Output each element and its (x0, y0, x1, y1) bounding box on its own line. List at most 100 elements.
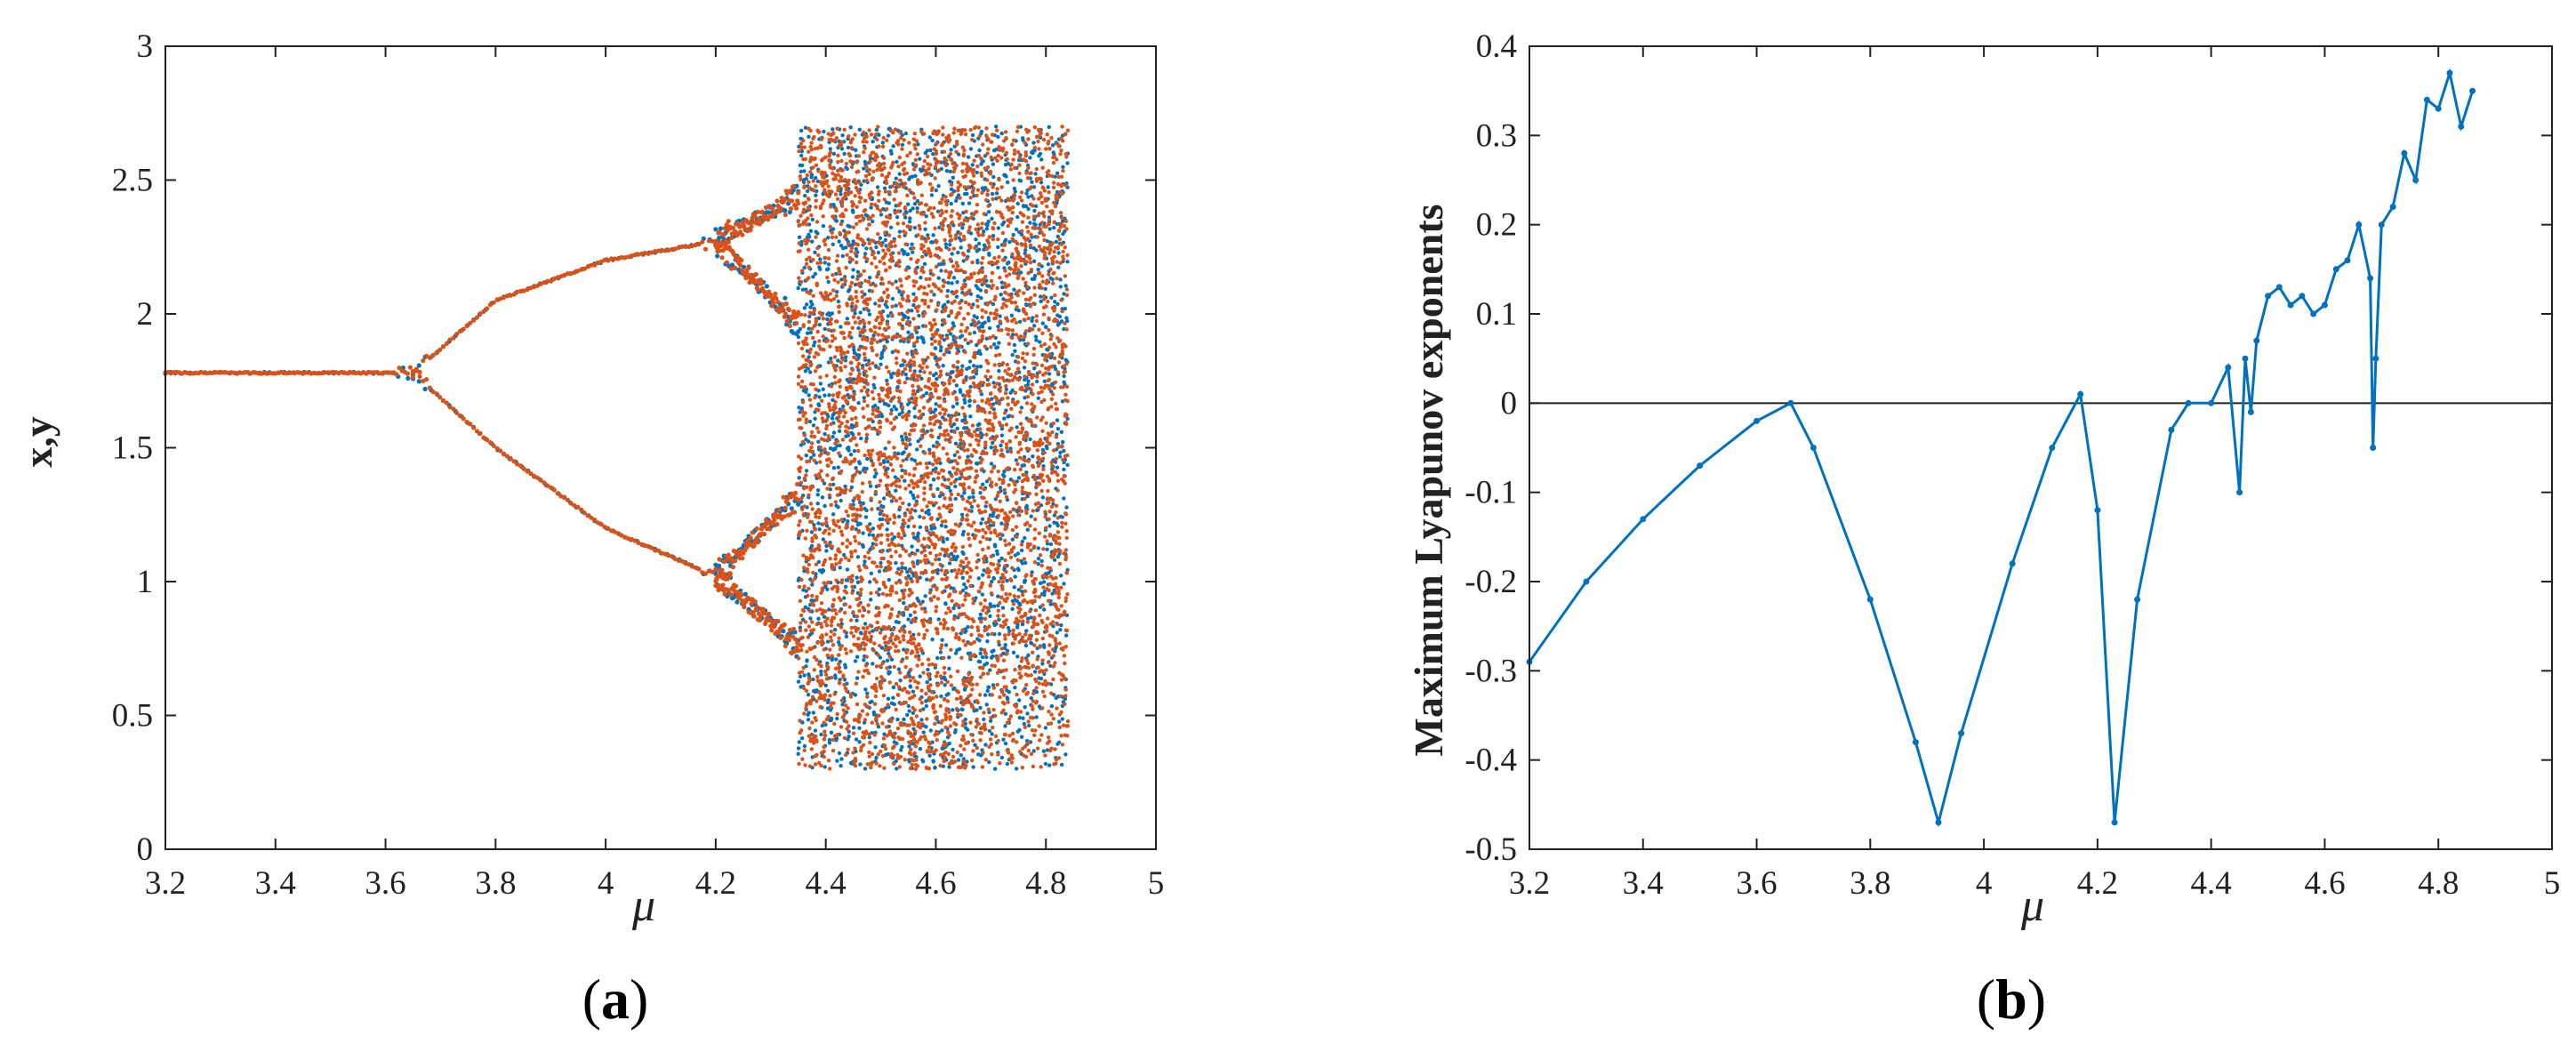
bifurcation-point (1000, 230, 1006, 236)
bifurcation-point (980, 517, 985, 521)
bifurcation-point (817, 476, 822, 480)
bifurcation-point (1020, 539, 1025, 544)
bifurcation-point (1026, 206, 1031, 212)
bifurcation-point (1047, 372, 1052, 376)
bifurcation-point (1019, 735, 1024, 739)
bifurcation-point (1033, 502, 1039, 507)
bifurcation-point (934, 188, 939, 193)
bifurcation-point (1013, 189, 1018, 194)
bifurcation-point (941, 364, 945, 368)
bifurcation-point (817, 568, 823, 573)
bifurcation-point (996, 226, 1001, 230)
bifurcation-point (1010, 537, 1015, 542)
bifurcation-point (978, 491, 983, 495)
bifurcation-point (873, 203, 878, 207)
bifurcation-point (855, 654, 860, 659)
bifurcation-point (1061, 249, 1065, 254)
bifurcation-point (877, 144, 881, 149)
bifurcation-point (949, 148, 953, 152)
bifurcation-point (897, 514, 902, 519)
bifurcation-point (928, 253, 933, 259)
bifurcation-point (477, 430, 483, 436)
bifurcation-point (981, 534, 985, 540)
bifurcation-point (831, 435, 835, 439)
bifurcation-point (861, 365, 865, 370)
bifurcation-point (764, 284, 770, 289)
bifurcation-point (967, 394, 972, 398)
bifurcation-point (1040, 495, 1046, 500)
bifurcation-point (971, 765, 975, 769)
bifurcation-point (826, 580, 831, 584)
bifurcation-point (1015, 551, 1021, 556)
bifurcation-point (832, 734, 838, 738)
bifurcation-point (797, 656, 801, 661)
bifurcation-point (893, 475, 897, 479)
bifurcation-point (782, 622, 787, 627)
bifurcation-point (844, 165, 848, 170)
bifurcation-point (919, 688, 924, 693)
bifurcation-point (849, 304, 855, 309)
bifurcation-point (864, 246, 869, 251)
bifurcation-point (900, 468, 904, 473)
bifurcation-point (935, 655, 940, 661)
bifurcation-point (979, 261, 984, 265)
bifurcation-point (992, 255, 997, 261)
bifurcation-point (444, 341, 449, 346)
bifurcation-point (1055, 418, 1060, 422)
bifurcation-point (1002, 416, 1007, 421)
bifurcation-point (802, 743, 807, 749)
bifurcation-point (1031, 749, 1036, 753)
bifurcation-point (824, 524, 830, 528)
bifurcation-point (900, 744, 904, 750)
bifurcation-point (824, 623, 830, 628)
bifurcation-point (1031, 423, 1037, 428)
bifurcation-point (910, 242, 914, 246)
bifurcation-point (966, 454, 970, 459)
bifurcation-point (949, 683, 954, 687)
bifurcation-point (813, 146, 818, 151)
bifurcation-point (996, 562, 1000, 567)
bifurcation-point (988, 614, 992, 619)
bifurcation-point (908, 490, 913, 494)
bifurcation-point (996, 614, 1000, 618)
bifurcation-point (826, 256, 831, 261)
bifurcation-point (984, 654, 989, 660)
bifurcation-point (805, 528, 809, 533)
bifurcation-point (821, 317, 826, 321)
bifurcation-point (943, 553, 947, 558)
bifurcation-point (953, 484, 958, 489)
bifurcation-point (925, 628, 929, 633)
bifurcation-point (903, 566, 908, 571)
bifurcation-point (713, 566, 718, 572)
bifurcation-point (974, 237, 978, 242)
bifurcation-point (985, 632, 991, 637)
bifurcation-point (1028, 243, 1033, 247)
bifurcation-point (851, 611, 855, 615)
bifurcation-point (1039, 247, 1043, 253)
bifurcation-point (1000, 285, 1005, 290)
bifurcation-point (815, 493, 820, 497)
bifurcation-point (933, 721, 937, 727)
bifurcation-point (900, 405, 905, 410)
bifurcation-point (960, 544, 966, 550)
bifurcation-point (1032, 670, 1038, 674)
bifurcation-point (903, 366, 908, 372)
bifurcation-point (903, 373, 908, 377)
bifurcation-point (1054, 510, 1058, 515)
bifurcation-point (787, 209, 793, 215)
bifurcation-point (852, 448, 857, 454)
bifurcation-point (1063, 548, 1069, 552)
bifurcation-point (804, 469, 809, 473)
bifurcation-point (778, 635, 783, 640)
bifurcation-point (924, 703, 929, 709)
bifurcation-point (828, 487, 833, 492)
bifurcation-point (993, 619, 998, 624)
bifurcation-point (989, 655, 994, 660)
bifurcation-point (973, 479, 977, 484)
bifurcation-point (897, 399, 902, 404)
bifurcation-point (836, 465, 840, 470)
bifurcation-point (922, 486, 927, 491)
bifurcation-point (975, 628, 981, 633)
bifurcation-point (815, 488, 821, 493)
